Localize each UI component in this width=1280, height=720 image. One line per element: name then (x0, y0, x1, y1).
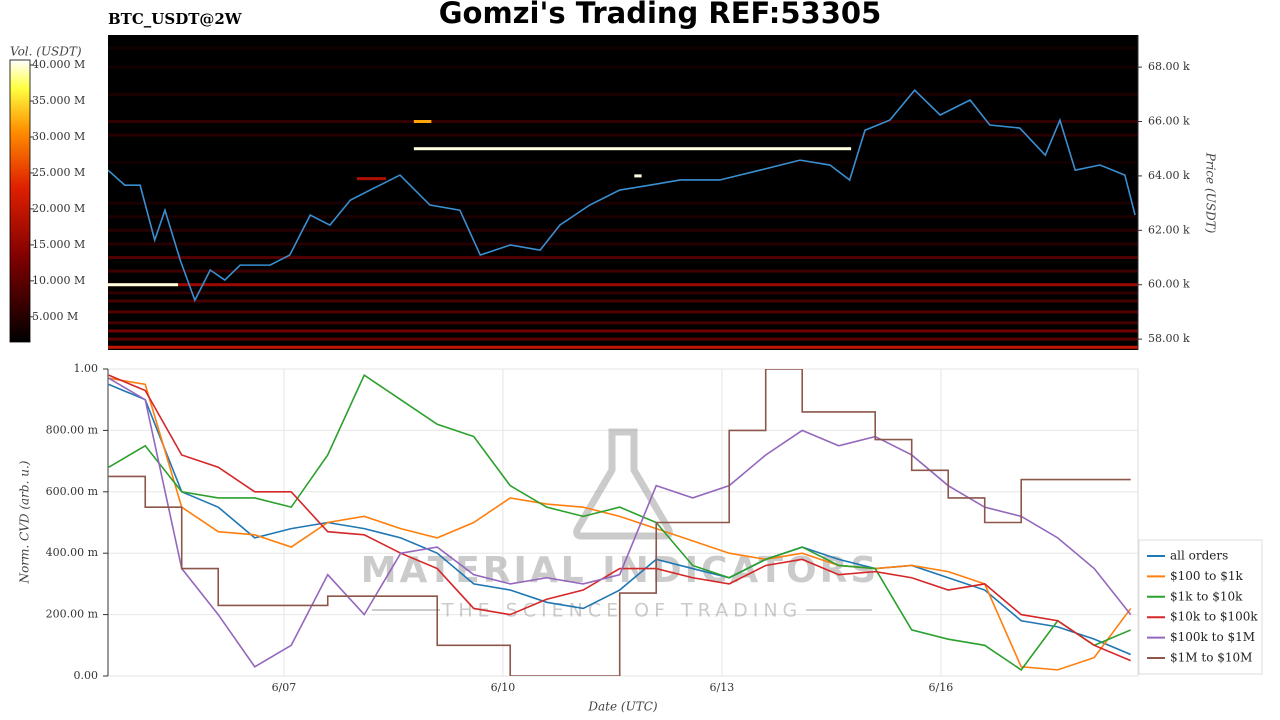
legend-label: $10k to $100k (1170, 610, 1258, 624)
liquidity-level (108, 321, 1138, 325)
watermark-subtitle: THE SCIENCE OF TRADING (441, 600, 803, 622)
y-tick-label: 64.00 k (1148, 169, 1190, 182)
cvd-line (108, 373, 1132, 671)
liquidity-level (108, 256, 1138, 260)
symbol: BTC_USDT@2W (108, 10, 243, 28)
liquidity-level (108, 310, 1138, 314)
colorbar-tick-label: 35.000 M (32, 94, 85, 107)
colorbar-tick-label: 15.000 M (32, 238, 85, 251)
liquidity-level (108, 329, 1138, 333)
colorbar-tick-label: 5.000 M (32, 310, 78, 323)
liquidity-level (108, 299, 1138, 303)
x-tick-label: 6/16 (929, 681, 954, 694)
liquidity-level (108, 65, 1138, 69)
y-axis-label: Norm. CVD (arb. u.) (18, 460, 32, 584)
y-tick-label: 0.00 (74, 669, 99, 682)
colorbar-tick-label: 20.000 M (32, 202, 85, 215)
y-tick-label: 60.00 k (1148, 278, 1190, 291)
liquidity-level (108, 201, 1138, 205)
liquidity-level (108, 46, 1138, 50)
y-tick-label: 200.00 m (46, 608, 99, 621)
legend-label: $100k to $1M (1170, 630, 1255, 644)
y-tick-label: 400.00 m (46, 546, 99, 559)
cvd-line (108, 374, 1132, 662)
y-tick-label: 62.00 k (1148, 223, 1190, 236)
liquidity-level (108, 337, 1138, 341)
y-tick-label: 1.00 (74, 362, 99, 375)
y-tick-label: 58.00 k (1148, 332, 1190, 345)
legend-label: $1M to $10M (1170, 651, 1252, 665)
chart-title: Gomzi's Trading REF:53305 (439, 0, 882, 30)
y-tick-label: 68.00 k (1148, 60, 1190, 73)
y-tick-label: 800.00 m (46, 423, 99, 436)
price-line (108, 89, 1136, 303)
liquidity-level (108, 269, 1138, 273)
cvd-line (108, 383, 1132, 656)
colorbar-tick-label: 25.000 M (32, 166, 85, 179)
watermark-icon (573, 428, 673, 540)
liquidity-level (108, 291, 1138, 295)
cvd-line (108, 377, 1132, 671)
liquidity-level (108, 283, 179, 287)
liquidity-level (356, 177, 387, 181)
colorbar-label: Vol. (USDT) (10, 45, 82, 59)
y-tick-label: 66.00 k (1148, 115, 1190, 128)
liquidity-level (108, 92, 1138, 96)
cvd-line (108, 369, 1131, 676)
heatmap-background (108, 35, 1138, 350)
x-tick-label: 6/13 (710, 681, 735, 694)
liquidity-level (108, 228, 1138, 232)
watermark: MATERIAL INDICATORS THE SCIENCE OF TRADIN… (361, 428, 880, 622)
x-tick-label: 6/07 (272, 681, 297, 694)
plot-area (107, 368, 1139, 677)
y-tick-label: 600.00 m (46, 485, 99, 498)
colorbar-tick-label: 10.000 M (32, 274, 85, 287)
cvd-line (108, 377, 1132, 668)
colorbar (9, 59, 31, 343)
colorbar-tick-label: 40.000 M (32, 58, 85, 71)
colorbar-tick-label: 30.000 M (32, 130, 85, 143)
liquidity-level (108, 133, 1138, 137)
liquidity-level (108, 120, 1138, 124)
legend-label: all orders (1170, 549, 1228, 563)
x-axis-label: Date (UTC) (587, 700, 657, 714)
legend-label: $1k to $10k (1170, 589, 1243, 603)
watermark-title: MATERIAL INDICATORS (361, 550, 880, 591)
liquidity-level (108, 215, 1138, 219)
liquidity-level (108, 345, 1138, 349)
legend (1138, 539, 1263, 675)
liquidity-level (634, 174, 642, 178)
liquidity-level (108, 283, 1138, 287)
liquidity-level (108, 160, 1138, 164)
liquidity-level (413, 147, 852, 151)
liquidity-level (413, 120, 432, 124)
liquidity-level (108, 242, 1138, 246)
y-axis-label: Price (USDT) (1204, 152, 1218, 234)
x-tick-label: 6/10 (491, 681, 516, 694)
legend-label: $100 to $1k (1170, 569, 1243, 583)
